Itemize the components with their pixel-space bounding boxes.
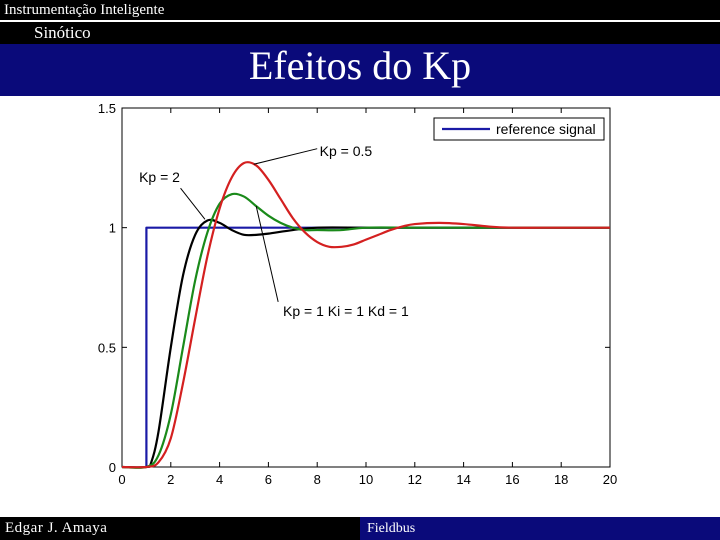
course-title: Instrumentação Inteligente bbox=[4, 2, 165, 18]
y-tick-label: 0 bbox=[109, 460, 116, 475]
x-tick-label: 2 bbox=[167, 472, 174, 487]
leader-line-2 bbox=[255, 206, 279, 302]
annotation-leaders bbox=[180, 148, 318, 302]
author-name: Edgar J. Amaya bbox=[5, 520, 108, 536]
leader-line-1 bbox=[180, 187, 206, 220]
y-tick-label: 1 bbox=[109, 221, 116, 236]
series-line-2 bbox=[121, 192, 610, 469]
top-bar: Instrumentação Inteligente bbox=[0, 0, 720, 22]
section-label: Sinótico bbox=[34, 23, 91, 42]
slide-title: Efeitos do Kp bbox=[248, 43, 472, 88]
annotation-1: Kp = 2 bbox=[139, 169, 180, 185]
x-tick-label: 12 bbox=[408, 472, 422, 487]
topic-label: Fieldbus bbox=[367, 521, 416, 536]
annotation-0: Kp = 0.5 bbox=[320, 143, 373, 159]
series-line-3 bbox=[121, 161, 610, 469]
x-tick-label: 20 bbox=[603, 472, 617, 487]
x-tick-label: 0 bbox=[118, 472, 125, 487]
footer-author-bar: Edgar J. Amaya bbox=[0, 517, 360, 540]
legend-box bbox=[433, 117, 605, 141]
x-tick-label: 16 bbox=[505, 472, 519, 487]
axes: 0 2 4 6 8 10 12 14 16 18 20 0 0.5 1 1.5 bbox=[98, 101, 617, 487]
title-banner: Sinótico Efeitos do Kp bbox=[0, 22, 720, 96]
divider bbox=[0, 20, 720, 22]
leader-line-0 bbox=[253, 148, 318, 165]
legend-label: reference signal bbox=[496, 121, 596, 137]
x-tick-label: 10 bbox=[359, 472, 373, 487]
footer-topic-bar: Fieldbus bbox=[360, 517, 720, 540]
response-chart: 0 2 4 6 8 10 12 14 16 18 20 0 0.5 1 1.5 Kp = 0.5 Kp = 2… bbox=[98, 101, 617, 487]
annotation-2: Kp = 1 Ki = 1 Kd = 1 bbox=[283, 303, 409, 319]
series-lines bbox=[121, 161, 610, 469]
annotations: Kp = 0.5 Kp = 2 Kp = 1 Ki = 1 Kd = 1 bbox=[139, 143, 409, 319]
banner-inner bbox=[0, 44, 720, 96]
x-tick-label: 8 bbox=[314, 472, 321, 487]
legend: reference signal bbox=[433, 117, 605, 141]
y-tick-label: 1.5 bbox=[98, 101, 116, 116]
x-tick-label: 18 bbox=[554, 472, 568, 487]
x-tick-label: 4 bbox=[216, 472, 223, 487]
plot-frame bbox=[121, 107, 611, 468]
x-tick-label: 14 bbox=[456, 472, 470, 487]
x-tick-label: 6 bbox=[265, 472, 272, 487]
y-tick-label: 0.5 bbox=[98, 340, 116, 355]
